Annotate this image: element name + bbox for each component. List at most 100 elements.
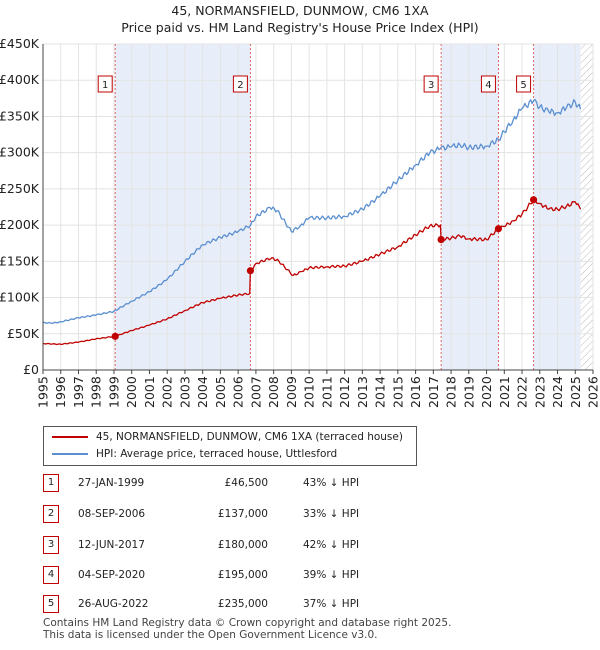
x-tick-label: 2002 — [160, 376, 175, 408]
y-tick-label: £300K — [0, 145, 40, 160]
x-tick-label: 2013 — [355, 376, 370, 408]
transaction-row: 2 08-SEP-2006 £137,000 33% ↓ HPI — [43, 505, 443, 523]
x-tick-label: 1997 — [71, 376, 86, 408]
sale-point — [529, 196, 538, 204]
transaction-number: 4 — [43, 566, 59, 584]
sale-point — [111, 332, 119, 340]
transaction-number: 2 — [43, 505, 59, 523]
x-tick-label: 2024 — [550, 376, 565, 408]
sale-marker-label: 4 — [485, 80, 491, 91]
sale-marker-box — [232, 75, 248, 93]
sale-marker-box — [516, 75, 532, 93]
y-tick-label: £450K — [0, 36, 40, 51]
x-tick-label: 2000 — [124, 376, 139, 408]
sale-marker-label: 5 — [520, 80, 526, 91]
hpi-line — [42, 98, 582, 324]
x-tick-label: 1996 — [53, 376, 68, 408]
transaction-row: 4 04-SEP-2020 £195,000 39% ↓ HPI — [43, 566, 443, 584]
chart-title-line1: 45, NORMANSFIELD, DUNMOW, CM6 1XA — [171, 3, 429, 18]
y-tick-label: £50K — [7, 326, 40, 341]
transaction-hpi-diff: 37% ↓ HPI — [303, 598, 360, 610]
x-tick-label: 2023 — [532, 376, 547, 408]
x-tick-label: 2025 — [568, 376, 583, 408]
x-tick-label: 2005 — [213, 376, 228, 408]
x-tick-label: 1999 — [106, 376, 121, 408]
x-tick-label: 2011 — [319, 376, 334, 408]
transaction-price: £180,000 — [217, 539, 268, 551]
x-tick-label: 2003 — [177, 376, 192, 408]
transaction-hpi-diff: 43% ↓ HPI — [303, 477, 360, 489]
x-tick-label: 2022 — [515, 376, 530, 408]
transaction-number: 5 — [43, 595, 59, 613]
legend: 45, NORMANSFIELD, DUNMOW, CM6 1XA (terra… — [43, 426, 417, 466]
sale-point — [437, 236, 445, 244]
transaction-price: £46,500 — [224, 477, 268, 489]
x-tick-label: 2007 — [248, 376, 263, 408]
transaction-row: 3 12-JUN-2017 £180,000 42% ↓ HPI — [43, 536, 443, 554]
legend-item-hpi: HPI: Average price, terraced house, Uttl… — [52, 446, 337, 462]
shaded-period — [441, 44, 499, 370]
transaction-hpi-diff: 33% ↓ HPI — [303, 508, 360, 520]
y-tick-label: £400K — [0, 72, 40, 87]
x-tick-label: 2014 — [373, 376, 388, 408]
x-tick-label: 2009 — [284, 376, 299, 408]
x-tick-label: 2018 — [444, 376, 459, 408]
chart-title-line2: Price paid vs. HM Land Registry's House … — [121, 20, 479, 35]
x-tick-label: 2021 — [497, 376, 512, 408]
transaction-date: 27-JAN-1999 — [78, 477, 145, 489]
x-tick-label: 2015 — [390, 376, 405, 408]
transaction-hpi-diff: 42% ↓ HPI — [303, 539, 360, 551]
sale-point — [246, 267, 255, 275]
x-tick-label: 2026 — [586, 376, 600, 408]
legend-swatch-hpi — [52, 453, 88, 455]
transaction-number: 1 — [43, 474, 59, 492]
sale-point — [494, 225, 503, 233]
transaction-number: 3 — [43, 536, 59, 554]
y-tick-label: £250K — [0, 181, 40, 196]
x-tick-label: 2012 — [337, 376, 352, 408]
transaction-price: £235,000 — [217, 598, 268, 610]
legend-label-property: 45, NORMANSFIELD, DUNMOW, CM6 1XA (terra… — [96, 431, 403, 443]
property-price-line — [42, 198, 582, 346]
x-tick-label: 2004 — [195, 376, 210, 408]
y-tick-label: £350K — [0, 108, 40, 123]
x-tick-label: 2008 — [266, 376, 281, 408]
footer-line1: Contains HM Land Registry data © Crown c… — [43, 617, 452, 629]
y-tick-label: £150K — [0, 253, 40, 268]
x-tick-label: 2006 — [231, 376, 246, 408]
sale-marker-label: 1 — [102, 80, 108, 91]
shaded-period — [115, 44, 251, 370]
x-tick-label: 2020 — [479, 376, 494, 408]
y-tick-label: £0 — [23, 362, 39, 377]
x-tick-label: 1995 — [36, 376, 51, 408]
x-tick-label: 2017 — [426, 376, 441, 408]
legend-swatch-property — [52, 436, 88, 438]
sale-marker-box — [423, 75, 439, 93]
sale-marker-box — [480, 75, 496, 93]
footer-line2: This data is licensed under the Open Gov… — [43, 629, 378, 641]
legend-item-property: 45, NORMANSFIELD, DUNMOW, CM6 1XA (terra… — [52, 429, 403, 445]
future-hatch — [580, 44, 593, 370]
sale-marker-label: 2 — [237, 80, 243, 91]
x-tick-label: 1998 — [89, 376, 104, 408]
sale-marker-box — [97, 75, 113, 93]
transaction-row: 1 27-JAN-1999 £46,500 43% ↓ HPI — [43, 474, 443, 492]
x-tick-label: 2016 — [408, 376, 423, 408]
transaction-date: 26-AUG-2022 — [78, 598, 149, 610]
transaction-date: 12-JUN-2017 — [78, 539, 145, 551]
y-tick-label: £100K — [0, 290, 40, 305]
transaction-date: 04-SEP-2020 — [78, 569, 146, 581]
transaction-price: £195,000 — [217, 569, 268, 581]
legend-label-hpi: HPI: Average price, terraced house, Uttl… — [96, 448, 338, 460]
footer: Contains HM Land Registry data © Crown c… — [43, 617, 583, 641]
transaction-row: 5 26-AUG-2022 £235,000 37% ↓ HPI — [43, 595, 443, 613]
y-tick-label: £200K — [0, 217, 40, 232]
transaction-price: £137,000 — [217, 508, 268, 520]
transaction-date: 08-SEP-2006 — [78, 508, 146, 520]
x-tick-label: 2019 — [461, 376, 476, 408]
x-tick-label: 2010 — [302, 376, 317, 408]
sale-marker-label: 3 — [428, 80, 434, 91]
x-tick-label: 2001 — [142, 376, 157, 408]
chart-title: 45, NORMANSFIELD, DUNMOW, CM6 1XA Price … — [0, 2, 600, 36]
